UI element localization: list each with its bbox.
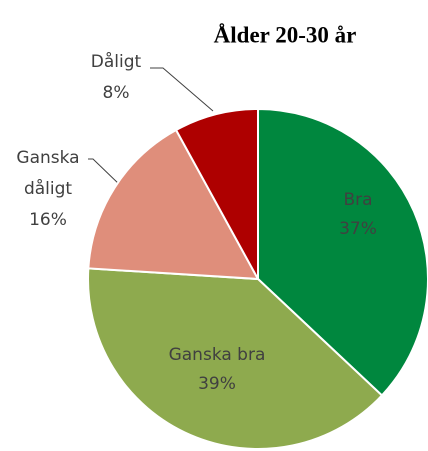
label-line: Ganska — [16, 148, 79, 168]
slice-label: Dåligt — [91, 51, 142, 72]
pie — [87, 107, 428, 450]
label-line: Dåligt — [91, 51, 142, 72]
value-label: 16% — [29, 210, 67, 230]
label-line: dåligt — [24, 178, 72, 199]
value-label: 8% — [103, 83, 130, 103]
value-label: 37% — [339, 219, 377, 239]
slice-label: Ganska bra — [169, 345, 266, 365]
pie-slice — [87, 267, 384, 450]
chart-title: Ålder 20-30 år — [214, 22, 357, 47]
pie-slice — [174, 107, 259, 280]
slice-label: Bra — [343, 190, 372, 210]
leader-line — [150, 67, 214, 112]
pie-slice — [257, 107, 428, 397]
pie-slice — [87, 128, 260, 281]
leader-line — [88, 158, 122, 187]
value-label: 39% — [198, 374, 236, 394]
slice-label: Ganska dåligt — [16, 148, 79, 199]
